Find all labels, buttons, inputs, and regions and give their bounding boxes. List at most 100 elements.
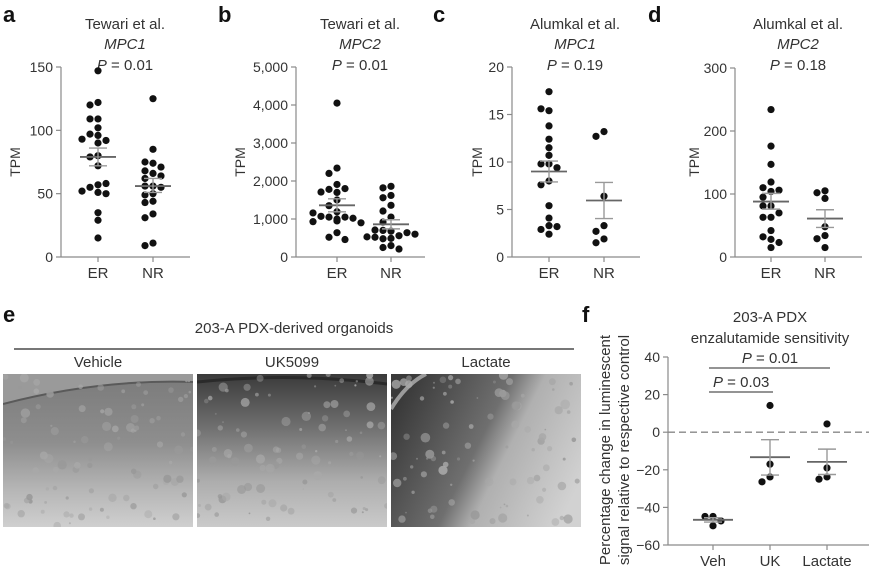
chart-title-line: MPC2	[777, 36, 819, 53]
data-point	[333, 180, 341, 189]
chart-title-line: Tewari et al.	[320, 16, 400, 33]
chart-title-line: Alumkal et al.	[753, 16, 843, 33]
y-tick-label: 0	[496, 249, 504, 265]
organoid-image-vehicle	[3, 374, 193, 527]
data-point	[94, 124, 102, 132]
data-point	[141, 158, 149, 166]
data-point	[149, 145, 157, 153]
data-point	[102, 190, 110, 198]
y-tick-label: 4,000	[253, 97, 288, 113]
data-point	[317, 188, 325, 196]
data-point	[102, 136, 110, 145]
data-point	[149, 95, 157, 103]
data-point	[149, 197, 157, 205]
y-tick-label: 40	[644, 349, 660, 365]
data-point	[379, 226, 387, 234]
data-point	[317, 212, 325, 220]
data-point	[813, 235, 821, 243]
data-point	[395, 245, 403, 253]
data-point	[149, 169, 157, 177]
data-point	[553, 223, 561, 231]
chart-title-line: Tewari et al.	[85, 16, 165, 33]
data-point	[815, 475, 823, 483]
chart-title-line: P = 0.01	[97, 57, 153, 74]
data-point	[545, 88, 553, 96]
organoid-title-rule	[14, 348, 574, 350]
chart-d: Alumkal et al. MPC2 P = 0.18 0 100 200 300 ER NR…	[686, 16, 862, 282]
data-point	[333, 217, 341, 225]
data-point	[600, 235, 608, 243]
organoid-speckles	[391, 374, 580, 526]
data-point	[379, 235, 387, 243]
data-point	[78, 187, 86, 195]
data-point	[545, 230, 553, 238]
organoid-image-lactate-svg	[391, 374, 581, 527]
series-nr	[586, 128, 622, 247]
data-point	[333, 99, 341, 107]
data-point	[94, 67, 102, 75]
y-tick-label: −40	[636, 499, 660, 515]
y-tick-label: 10	[488, 154, 504, 170]
data-point	[767, 226, 775, 235]
y-tick-label: 5,000	[253, 59, 288, 75]
p-value: = 0.18	[780, 57, 826, 74]
data-point	[102, 179, 110, 188]
chart-a: Tewari et al. MPC1 P = 0.01 0 50 100 150 ER NR TP…	[7, 16, 190, 282]
p-symbol: P	[332, 57, 342, 74]
y-tick-label: 20	[644, 387, 660, 403]
data-point	[545, 202, 553, 210]
data-point	[821, 187, 829, 195]
data-point	[537, 181, 545, 189]
x-tick-label: ER	[539, 265, 560, 282]
organoid-title: 203-A PDX-derived organoids	[194, 320, 394, 337]
data-point	[379, 243, 387, 252]
data-point	[387, 234, 395, 242]
chart-title-line: 203-A PDX	[733, 309, 807, 326]
p-symbol: P	[713, 374, 723, 391]
y-axis-label: Percentage change in luminescent	[597, 334, 614, 565]
data-point	[592, 227, 600, 235]
data-point	[767, 235, 775, 243]
data-point	[149, 210, 157, 218]
data-point	[363, 233, 371, 241]
data-point	[357, 219, 365, 227]
y-tick-label: 300	[704, 60, 728, 76]
data-point	[758, 478, 766, 486]
data-point	[775, 238, 783, 247]
organoid-speckles	[3, 374, 193, 527]
panel-letter-a: a	[3, 2, 16, 27]
data-point	[767, 243, 775, 252]
p-symbol: P	[97, 57, 107, 74]
data-point	[86, 115, 94, 123]
y-axis-label: TPM	[686, 147, 702, 177]
p-value: = 0.01	[342, 57, 388, 74]
data-point	[759, 202, 767, 210]
data-point	[86, 183, 94, 191]
data-point	[387, 242, 395, 250]
series-uk	[750, 401, 790, 486]
data-point	[149, 159, 157, 167]
data-point	[387, 191, 395, 200]
y-tick-label: −20	[636, 462, 660, 478]
data-point	[821, 243, 829, 252]
data-point	[78, 135, 86, 143]
data-point	[379, 184, 387, 192]
data-point	[411, 230, 419, 238]
data-point	[325, 169, 333, 177]
data-point	[545, 122, 553, 130]
significance-label: P = 0.03	[713, 374, 769, 391]
y-tick-label: 200	[704, 123, 728, 139]
data-point	[545, 107, 553, 115]
data-point	[94, 139, 102, 147]
y-tick-label: 150	[30, 59, 54, 75]
organoid-image-uk5099	[197, 374, 387, 527]
data-point	[545, 151, 553, 159]
y-tick-label: 1,000	[253, 211, 288, 227]
organoid-label-uk5099: UK5099	[264, 354, 320, 371]
data-point	[94, 209, 102, 217]
data-point	[379, 194, 387, 202]
p-value: = 0.01	[107, 57, 153, 74]
y-axis-label: TPM	[469, 147, 485, 177]
series-er	[78, 67, 116, 242]
